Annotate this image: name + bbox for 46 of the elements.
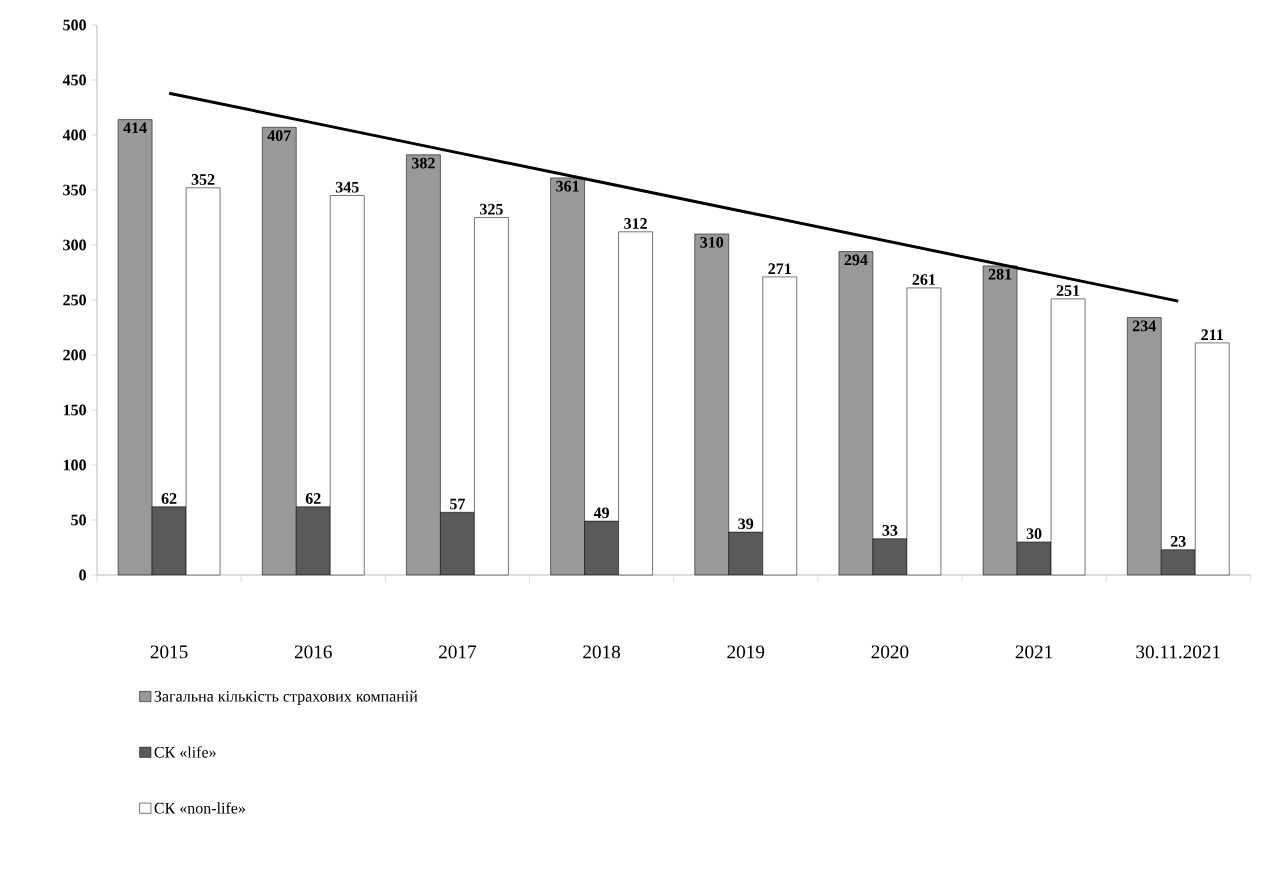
y-tick-label: 350 [63,184,86,196]
y-tick-label: 450 [62,74,86,86]
data-label: 312 [624,218,647,229]
data-label: 310 [700,236,724,248]
data-label: 49 [593,507,610,519]
data-label: 294 [844,254,868,266]
x-tick-label: 2021 [1015,645,1053,659]
data-label: 281 [988,268,1012,280]
data-label: 57 [450,498,466,510]
x-tick-label: 2018 [583,645,621,659]
data-label: 325 [480,203,503,215]
data-label: 414 [123,122,147,134]
data-label: 33 [882,525,898,536]
y-tick-label: 500 [63,19,86,31]
x-tick-label: 30.11.2021 [1136,645,1220,659]
y-tick-label: 200 [63,349,86,361]
x-tick-label: 2019 [727,645,765,659]
y-tick-label: 400 [62,129,86,141]
data-label: 271 [768,263,791,274]
legend-label: СК «non-life» [154,802,245,814]
y-tick-label: 250 [63,294,86,306]
data-label: 382 [412,157,435,169]
y-tick-label: 50 [71,514,86,526]
data-label: 361 [556,180,579,192]
data-label: 251 [1056,285,1080,296]
data-label: 62 [161,493,177,504]
x-tick-label: 2017 [439,645,477,659]
legend-label: СК «life» [154,746,216,758]
data-label: 30 [1026,528,1042,540]
data-label: 23 [1170,536,1186,547]
data-label: 39 [738,518,754,530]
x-tick-label: 2020 [871,645,909,659]
x-tick-label: 2015 [150,645,188,659]
data-label: 234 [1132,320,1156,332]
x-tick-label: 2016 [294,645,332,659]
data-label: 345 [335,181,359,193]
legend-label: Загальна кількість страхових компаній [154,690,418,705]
y-tick-label: 150 [63,404,86,416]
data-label: 211 [1201,329,1223,340]
y-tick-label: 0 [79,569,86,581]
data-label: 407 [267,130,291,142]
y-tick-label: 300 [63,239,86,251]
y-tick-label: 100 [63,459,86,471]
data-label: 261 [912,274,936,285]
data-label: 62 [305,493,321,504]
data-label: 352 [191,174,215,185]
